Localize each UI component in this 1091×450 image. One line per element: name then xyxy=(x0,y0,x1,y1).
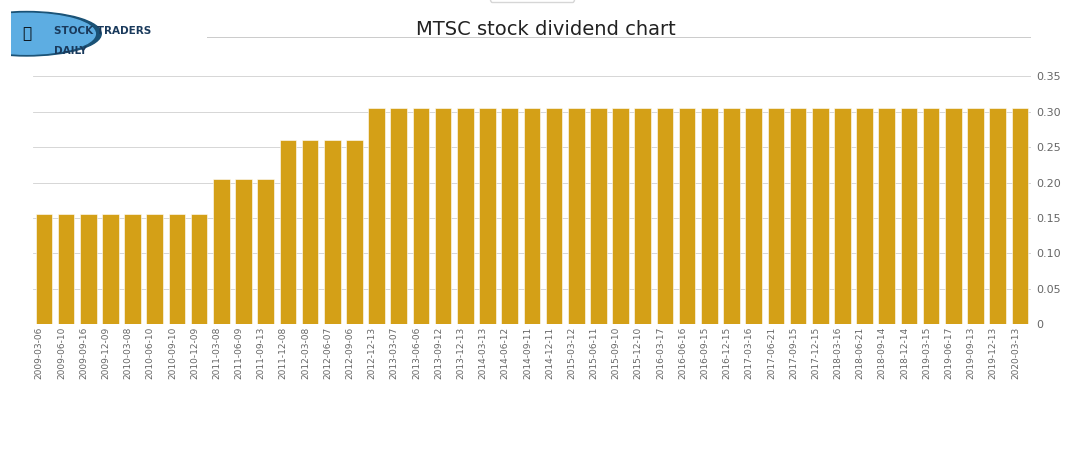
Bar xyxy=(279,140,296,324)
Bar xyxy=(479,108,495,324)
Bar xyxy=(812,108,828,324)
Bar xyxy=(612,108,628,324)
Bar xyxy=(213,179,229,324)
Bar xyxy=(457,108,473,324)
Bar xyxy=(878,108,895,324)
Bar xyxy=(702,108,718,324)
Bar xyxy=(169,214,185,324)
Text: DAILY: DAILY xyxy=(55,46,87,56)
Bar xyxy=(901,108,918,324)
Bar xyxy=(369,108,385,324)
Bar xyxy=(546,108,562,324)
Bar xyxy=(1011,108,1028,324)
Bar xyxy=(679,108,695,324)
Bar xyxy=(524,108,540,324)
Bar xyxy=(435,108,452,324)
Text: 🏦: 🏦 xyxy=(22,26,32,41)
Legend: Dividend: Dividend xyxy=(490,0,574,2)
Bar xyxy=(146,214,163,324)
Bar xyxy=(502,108,518,324)
Bar xyxy=(657,108,673,324)
Bar xyxy=(768,108,784,324)
Text: STOCK TRADERS: STOCK TRADERS xyxy=(55,26,152,36)
Bar xyxy=(302,140,319,324)
Bar xyxy=(945,108,961,324)
Circle shape xyxy=(0,12,101,56)
Bar xyxy=(391,108,407,324)
Bar xyxy=(124,214,141,324)
Bar xyxy=(80,214,96,324)
Bar xyxy=(236,179,252,324)
Bar xyxy=(923,108,939,324)
Bar xyxy=(835,108,851,324)
Bar xyxy=(723,108,740,324)
Bar xyxy=(103,214,119,324)
Bar xyxy=(324,140,340,324)
Bar xyxy=(568,108,585,324)
Bar xyxy=(412,108,429,324)
Bar xyxy=(856,108,873,324)
Text: MTSC stock dividend chart: MTSC stock dividend chart xyxy=(416,20,675,39)
Bar xyxy=(257,179,274,324)
Bar xyxy=(790,108,806,324)
Bar xyxy=(590,108,607,324)
Bar xyxy=(990,108,1006,324)
Bar xyxy=(346,140,362,324)
Circle shape xyxy=(0,13,95,54)
Bar xyxy=(191,214,207,324)
Bar xyxy=(58,214,74,324)
Bar xyxy=(745,108,762,324)
Bar xyxy=(635,108,651,324)
Bar xyxy=(968,108,984,324)
Bar xyxy=(36,214,52,324)
